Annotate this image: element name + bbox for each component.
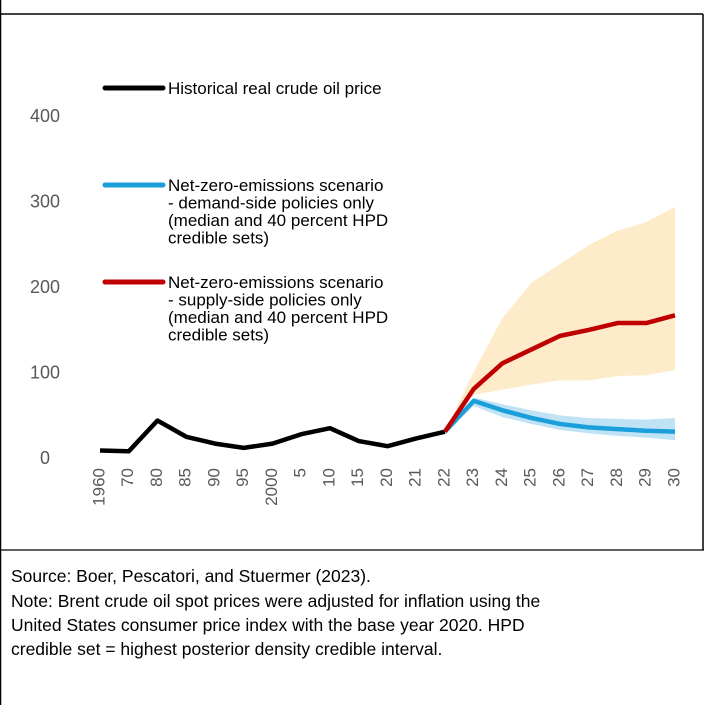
x-tick-label: 25 xyxy=(521,468,540,487)
legend-label: credible sets) xyxy=(168,229,269,248)
x-tick-label: 30 xyxy=(664,468,683,487)
x-tick-label: 21 xyxy=(406,468,425,487)
legend-label: (median and 40 percent HPD xyxy=(168,308,388,327)
legend-label: - demand-side policies only xyxy=(168,194,374,213)
legend-label: Net-zero-emissions scenario xyxy=(168,273,383,292)
x-tick-label: 95 xyxy=(233,468,252,487)
band xyxy=(445,206,675,432)
note: credible set = highest posterior density… xyxy=(11,639,442,659)
x-tick-label: 85 xyxy=(176,468,195,487)
legend-label: - supply-side policies only xyxy=(168,291,362,310)
y-tick-label: 200 xyxy=(30,277,60,297)
x-tick-label: 29 xyxy=(636,468,655,487)
legend-label: Historical real crude oil price xyxy=(168,79,382,98)
x-tick-label: 2000 xyxy=(262,468,281,506)
x-tick-label: 20 xyxy=(377,468,396,487)
note: United States consumer price index with … xyxy=(11,615,525,635)
x-tick-label: 22 xyxy=(434,468,453,487)
x-tick-label: 28 xyxy=(607,468,626,487)
x-tick-label: 27 xyxy=(578,468,597,487)
note: Note: Brent crude oil spot prices were a… xyxy=(11,591,540,611)
x-tick-label: 70 xyxy=(118,468,137,487)
legend-label: Net-zero-emissions scenario xyxy=(168,176,383,195)
x-tick-label: 80 xyxy=(147,468,166,487)
x-tick-label: 23 xyxy=(463,468,482,487)
series-line xyxy=(99,418,446,454)
x-tick-label: 10 xyxy=(319,468,338,487)
legend-label: credible sets) xyxy=(168,326,269,345)
y-tick-label: 400 xyxy=(30,106,60,126)
y-tick-label: 0 xyxy=(40,448,50,468)
x-tick-label: 24 xyxy=(492,468,511,487)
x-tick-label: 5 xyxy=(291,468,310,477)
legend-label: (median and 40 percent HPD xyxy=(168,211,388,230)
x-tick-label: 15 xyxy=(348,468,367,487)
x-tick-label: 26 xyxy=(549,468,568,487)
y-tick-label: 100 xyxy=(30,362,60,382)
source: Source: Boer, Pescatori, and Stuermer (2… xyxy=(11,566,371,586)
series-line xyxy=(443,313,676,433)
series-line xyxy=(443,398,676,434)
x-tick-label: 1960 xyxy=(89,468,108,506)
y-tick-label: 300 xyxy=(30,191,60,211)
x-tick-label: 90 xyxy=(204,468,223,487)
